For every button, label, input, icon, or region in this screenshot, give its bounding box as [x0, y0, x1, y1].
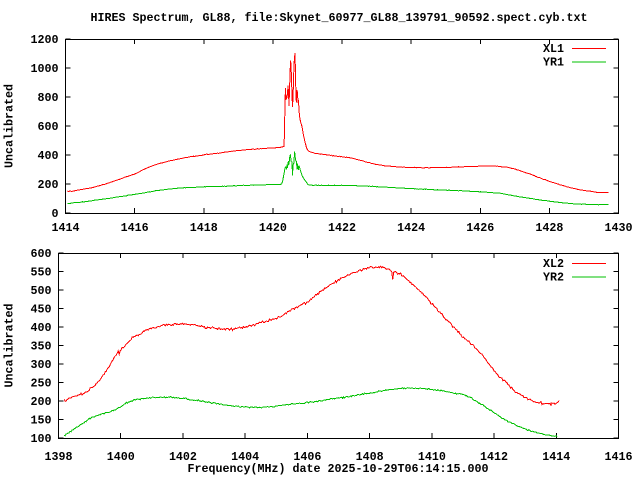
svg-text:1404: 1404	[231, 450, 259, 464]
svg-text:1420: 1420	[259, 221, 287, 235]
svg-text:200: 200	[31, 395, 52, 409]
svg-text:450: 450	[31, 303, 52, 317]
svg-text:XL1: XL1	[543, 42, 564, 56]
svg-text:400: 400	[31, 321, 52, 335]
svg-text:200: 200	[38, 178, 59, 192]
svg-text:500: 500	[31, 284, 52, 298]
svg-text:600: 600	[31, 247, 52, 261]
svg-text:1428: 1428	[535, 221, 563, 235]
svg-text:600: 600	[38, 120, 59, 134]
svg-text:100: 100	[31, 432, 52, 446]
svg-text:1000: 1000	[31, 62, 59, 76]
svg-text:1426: 1426	[466, 221, 494, 235]
svg-text:XL2: XL2	[543, 257, 564, 271]
svg-text:550: 550	[31, 266, 52, 280]
svg-text:Uncalibrated: Uncalibrated	[2, 304, 16, 388]
svg-text:300: 300	[31, 358, 52, 372]
svg-text:HIRES Spectrum, GL88, file:Sky: HIRES Spectrum, GL88, file:Skynet_60977_…	[91, 11, 588, 25]
svg-text:400: 400	[38, 149, 59, 163]
svg-text:YR1: YR1	[543, 56, 564, 70]
svg-text:0: 0	[52, 207, 59, 221]
svg-text:1408: 1408	[356, 450, 384, 464]
svg-text:250: 250	[31, 377, 52, 391]
svg-text:350: 350	[31, 340, 52, 354]
svg-text:1416: 1416	[605, 450, 633, 464]
svg-text:1412: 1412	[480, 450, 508, 464]
svg-text:Uncalibrated: Uncalibrated	[2, 84, 16, 168]
svg-text:1406: 1406	[293, 450, 321, 464]
svg-text:1398: 1398	[45, 450, 73, 464]
svg-text:1418: 1418	[190, 221, 218, 235]
svg-text:1200: 1200	[31, 33, 59, 47]
svg-text:1422: 1422	[328, 221, 356, 235]
svg-text:1430: 1430	[605, 221, 633, 235]
svg-text:150: 150	[31, 414, 52, 428]
svg-text:1400: 1400	[107, 450, 135, 464]
svg-text:1414: 1414	[52, 221, 80, 235]
svg-text:1402: 1402	[169, 450, 197, 464]
svg-text:1416: 1416	[121, 221, 149, 235]
svg-text:1424: 1424	[397, 221, 425, 235]
svg-text:800: 800	[38, 91, 59, 105]
svg-text:1410: 1410	[418, 450, 446, 464]
svg-text:Frequency(MHz) date 2025-10-29: Frequency(MHz) date 2025-10-29T06:14:15.…	[188, 462, 489, 476]
svg-text:1414: 1414	[542, 450, 570, 464]
svg-text:YR2: YR2	[543, 271, 564, 285]
